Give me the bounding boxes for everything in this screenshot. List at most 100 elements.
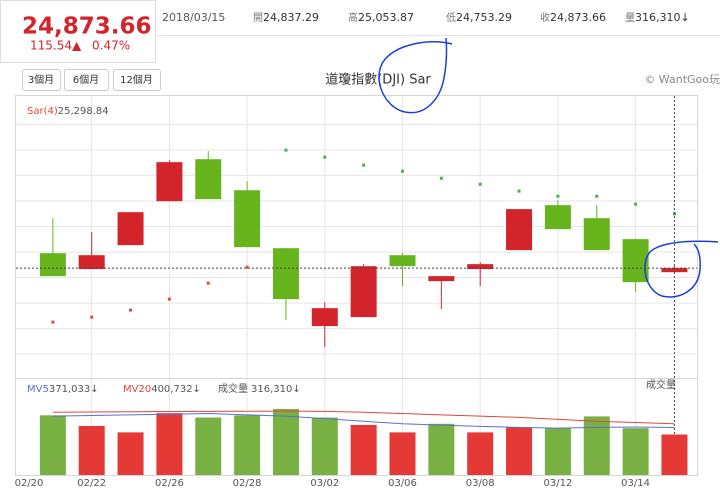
x-tick-label: 03/14 xyxy=(621,478,650,489)
sar-dot xyxy=(51,320,55,324)
x-tick-label: 03/12 xyxy=(543,478,572,489)
volume-bar xyxy=(156,413,183,475)
text-part: 316,310↓ xyxy=(635,11,690,24)
text-part: 低 xyxy=(446,11,456,24)
text-part: 收 xyxy=(540,11,550,24)
volume-bar xyxy=(661,434,688,475)
volume-bar xyxy=(195,417,222,475)
sar-dot xyxy=(439,176,443,180)
last-price: 24,873.66 xyxy=(22,14,152,40)
chart-title: 道瓊指數(DJI) Sar xyxy=(325,73,431,88)
range-button[interactable]: 12個月 xyxy=(113,69,161,91)
button-box[interactable] xyxy=(22,69,61,91)
volume-bar xyxy=(544,428,571,475)
text-part: 高 xyxy=(348,11,358,24)
volume-bar xyxy=(311,417,338,475)
text-part: 316,310↓ xyxy=(251,384,301,395)
volume-bar xyxy=(117,432,144,475)
button-label[interactable]: 6個月 xyxy=(73,73,99,86)
button-label[interactable]: 12個月 xyxy=(120,73,153,86)
sar-dot xyxy=(595,194,599,198)
sar-dot xyxy=(167,297,171,301)
volume-bar xyxy=(506,427,533,475)
candle-body xyxy=(467,264,494,270)
x-tick-label: 02/20 xyxy=(15,478,44,489)
moving-average-line xyxy=(52,410,675,425)
text-part: 371,033↓ xyxy=(49,384,99,395)
sar-dot xyxy=(284,148,288,152)
sar-dot xyxy=(478,182,482,186)
x-tick-label: 02/26 xyxy=(155,478,184,489)
price-change: 115.54▲ xyxy=(30,39,82,53)
candle-body xyxy=(39,253,66,277)
x-tick-label: 02/28 xyxy=(233,478,262,489)
volume-bar xyxy=(39,415,66,475)
sar-dot xyxy=(517,189,521,193)
volume-legend: MV20400,732↓ xyxy=(123,384,201,395)
range-button[interactable]: 6個月 xyxy=(64,69,109,91)
volume-legend: MV5371,033↓ xyxy=(27,384,99,395)
quote-item: 高25,053.87 xyxy=(348,11,414,24)
quote-item: 量316,310↓ xyxy=(625,11,690,24)
candle-body xyxy=(311,308,338,327)
volume-legend: 成交量 316,310↓ xyxy=(218,382,301,395)
text-part: 25,053.87 xyxy=(358,11,414,24)
volume-bar xyxy=(389,432,416,475)
x-tick-label: 03/08 xyxy=(466,478,495,489)
text-part: 量 xyxy=(625,12,635,24)
sar-legend: Sar(4)25,298.84 xyxy=(27,106,109,117)
volume-bar xyxy=(622,428,649,475)
x-tick-label: 02/22 xyxy=(77,478,106,489)
quote-date: 2018/03/15 xyxy=(162,11,225,24)
candle-body xyxy=(506,209,533,251)
text-part: 24,837.29 xyxy=(263,11,319,24)
candle-body xyxy=(389,255,416,267)
candle-body xyxy=(583,218,610,251)
copyright: © WantGoo玩 xyxy=(644,73,720,86)
text-part: MV5 xyxy=(27,384,49,395)
sar-dot xyxy=(245,265,249,269)
x-tick-label: 03/02 xyxy=(310,478,339,489)
quote-item: 低24,753.29 xyxy=(446,11,512,24)
quote-item: 開24,837.29 xyxy=(253,11,319,24)
candle-body xyxy=(234,190,261,248)
moving-average-line xyxy=(52,413,675,429)
candle-body xyxy=(117,212,144,246)
price-box xyxy=(0,0,156,63)
button-box[interactable] xyxy=(113,69,161,91)
volume-bar xyxy=(234,415,261,475)
candle-body xyxy=(195,159,222,200)
sar-dot xyxy=(129,308,133,312)
volume-bar xyxy=(428,423,455,475)
sar-dot xyxy=(323,155,327,159)
quote-item: 收24,873.66 xyxy=(540,11,606,24)
volume-bar xyxy=(467,432,494,475)
volume-bar xyxy=(272,408,299,475)
candle-body xyxy=(428,276,455,282)
candle-body xyxy=(272,248,299,300)
price-change-pct: 0.47% xyxy=(92,39,130,53)
text-part: Sar(4) xyxy=(27,106,58,117)
sar-dot xyxy=(634,202,638,206)
sar-dot xyxy=(556,194,560,198)
range-button[interactable]: 3個月 xyxy=(22,69,61,91)
text-part: MV20 xyxy=(123,384,151,395)
plot-frame xyxy=(15,95,698,476)
candle-body xyxy=(622,239,649,283)
button-box[interactable] xyxy=(64,69,109,91)
candle-body xyxy=(350,266,377,318)
volume-bar xyxy=(583,416,610,475)
candle-body xyxy=(544,205,571,230)
sar-dot xyxy=(90,315,94,319)
candle-body xyxy=(661,268,688,273)
candle-body xyxy=(78,255,105,270)
text-part: 25,298.84 xyxy=(58,106,109,117)
text-part: 成交量 xyxy=(218,382,248,395)
button-label[interactable]: 3個月 xyxy=(28,73,54,86)
sar-dot xyxy=(362,163,366,167)
x-tick-label: 03/06 xyxy=(388,478,417,489)
candle-body xyxy=(156,162,183,202)
volume-bar xyxy=(350,424,377,475)
sar-dot xyxy=(401,169,404,173)
